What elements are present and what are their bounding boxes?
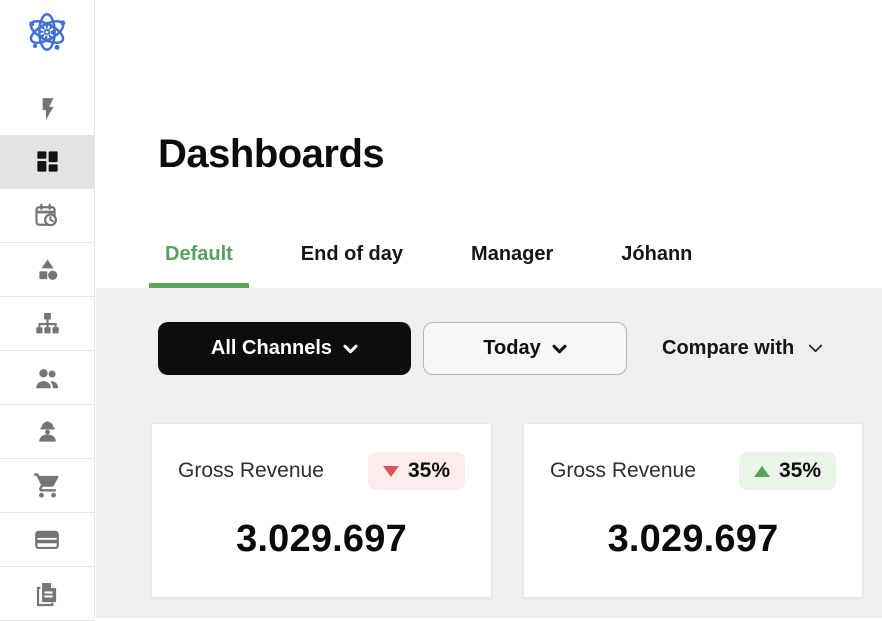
dashboard-panel: All Channels Today Compare with [96,288,882,618]
compare-with-dropdown[interactable]: Compare with [662,337,823,360]
card-value: 3.029.697 [550,518,836,561]
compare-with-label: Compare with [662,337,794,360]
chevron-down-icon [552,344,567,354]
tab-johann[interactable]: Jóhann [605,242,708,288]
gross-revenue-card-down: Gross Revenue 35% 3.029.697 [151,423,492,598]
atom-logo-icon [24,9,70,60]
card-title: Gross Revenue [178,459,324,483]
trend-badge-value: 35% [408,459,450,483]
sidebar-item-hierarchy[interactable] [0,297,94,351]
people-icon [33,364,61,392]
sidebar-item-shapes[interactable] [0,243,94,297]
chevron-down-icon [343,344,358,354]
trend-down-icon [383,466,399,477]
sidebar-item-documents[interactable] [0,567,94,621]
calendar-clock-icon [33,202,61,230]
sidebar-item-calendar[interactable] [0,189,94,243]
sidebar [0,0,95,618]
sidebar-item-dashboard[interactable] [0,135,94,189]
tab-manager[interactable]: Manager [455,242,569,288]
sidebar-item-lightning[interactable] [0,82,94,135]
sidebar-item-cart[interactable] [0,459,94,513]
shapes-icon [34,256,61,283]
page-title: Dashboards [158,130,882,178]
cart-icon [33,471,62,500]
card-title: Gross Revenue [550,459,696,483]
sidebar-item-credit-card[interactable] [0,513,94,567]
stat-cards-row: Gross Revenue 35% 3.029.697 Gross Revenu… [96,423,882,598]
gross-revenue-card-up: Gross Revenue 35% 3.029.697 [523,423,863,598]
date-range-label: Today [483,337,540,360]
trend-up-icon [754,466,770,477]
sidebar-item-people[interactable] [0,351,94,405]
chevron-down-icon [808,344,823,353]
card-value: 3.029.697 [178,518,465,561]
all-channels-label: All Channels [211,337,332,360]
trend-badge-up: 35% [739,452,836,490]
documents-icon [33,580,61,608]
sidebar-item-worker[interactable] [0,405,94,459]
credit-card-icon [33,526,61,554]
all-channels-dropdown[interactable]: All Channels [158,322,411,375]
lightning-icon [34,96,60,122]
main-content: Dashboards Default End of day Manager Jó… [96,0,882,618]
tab-end-of-day[interactable]: End of day [285,242,419,288]
worker-icon [34,418,61,445]
dashboard-icon [34,148,61,175]
hierarchy-icon [34,310,61,337]
date-range-dropdown[interactable]: Today [423,322,627,375]
dashboard-tabs: Default End of day Manager Jóhann [149,242,882,288]
page-header: Dashboards Default End of day Manager Jó… [96,0,882,288]
filter-row: All Channels Today Compare with [96,322,882,375]
tab-default[interactable]: Default [149,242,249,288]
trend-badge-down: 35% [368,452,465,490]
app-logo-button[interactable] [0,0,94,82]
trend-badge-value: 35% [779,459,821,483]
